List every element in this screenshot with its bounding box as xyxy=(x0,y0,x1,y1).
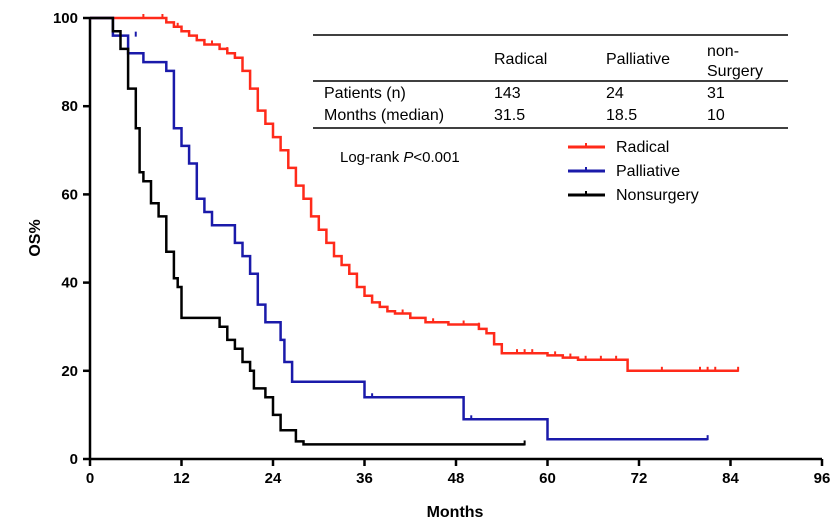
table-row-label: Months (median) xyxy=(324,107,444,124)
table-header: Palliative xyxy=(606,51,670,68)
legend-label-nonsurgery: Nonsurgery xyxy=(616,187,699,204)
series-line-radical xyxy=(90,16,739,373)
x-tick-label: 12 xyxy=(173,470,190,487)
logrank-suffix: <0.001 xyxy=(413,149,459,166)
x-tick-label: 24 xyxy=(265,470,282,487)
summary-table: Radical Palliative non- Surgery Patients (n)… xyxy=(313,34,788,129)
y-tick-label: 60 xyxy=(61,186,78,203)
x-tick-label: 96 xyxy=(814,470,831,487)
x-tick-label: 0 xyxy=(86,470,94,487)
legend-label-radical: Radical xyxy=(616,139,669,156)
y-tick-label: 100 xyxy=(53,10,78,27)
y-axis-title: OS% xyxy=(27,219,44,256)
y-tick-label: 80 xyxy=(61,98,78,115)
table-header: Radical xyxy=(494,51,547,68)
y-tick-label: 0 xyxy=(70,451,78,468)
x-tick-label: 48 xyxy=(448,470,465,487)
table-cell: 143 xyxy=(494,85,521,102)
table-cell: 31 xyxy=(707,85,725,102)
table-cell: 24 xyxy=(606,85,624,102)
series-line-nonsurgery xyxy=(90,16,525,446)
table-cell: 18.5 xyxy=(606,107,637,124)
x-tick-label: 36 xyxy=(356,470,373,487)
logrank-prefix: Log-rank xyxy=(340,149,403,166)
legend-label-palliative: Palliative xyxy=(616,163,680,180)
table-header-line2: Surgery xyxy=(707,63,763,80)
logrank-annotation: Log-rank P<0.001 xyxy=(340,149,460,166)
table-cell: 10 xyxy=(707,107,725,124)
table-row-label: Patients (n) xyxy=(324,85,406,102)
y-tick-label: 20 xyxy=(61,363,78,380)
x-tick-label: 60 xyxy=(539,470,556,487)
logrank-p: P xyxy=(403,149,413,166)
series-layer xyxy=(90,14,740,446)
table-header-line1: non- xyxy=(707,43,739,60)
y-tick-label: 40 xyxy=(61,275,78,292)
x-axis-title: Months xyxy=(427,504,484,521)
legend: Radical Palliative Nonsurgery xyxy=(568,139,699,204)
series-line-palliative xyxy=(90,16,708,441)
x-tick-label: 72 xyxy=(631,470,648,487)
x-tick-label: 84 xyxy=(722,470,739,487)
axes: 0 12 24 36 48 60 72 84 96 0 20 40 60 80 100 xyxy=(53,10,830,487)
table-cell: 31.5 xyxy=(494,107,525,124)
